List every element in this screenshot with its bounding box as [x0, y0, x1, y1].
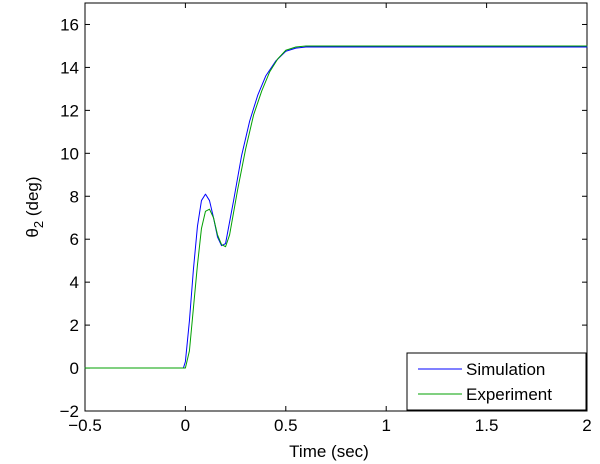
legend-label-experiment: Experiment [466, 385, 552, 404]
x-tick-label: −0.5 [68, 416, 102, 435]
plot-area [84, 2, 588, 412]
x-tick-label: 0.5 [274, 416, 298, 435]
x-axis-title: Time (sec) [289, 442, 369, 461]
y-axis-title-main: θ [23, 228, 42, 237]
series-line-experiment [84, 45, 588, 369]
x-tick-label: 1.5 [475, 416, 499, 435]
y-tick-label: 8 [70, 187, 79, 206]
series-line-simulation [84, 46, 588, 369]
y-axis-title: θ2 (deg) [23, 176, 46, 237]
y-tick-label: 10 [60, 144, 79, 163]
y-tick-label: 4 [70, 273, 79, 292]
y-tick-label: 0 [70, 359, 79, 378]
y-tick-label: −2 [60, 402, 79, 421]
y-tick-label: 16 [60, 15, 79, 34]
y-tick-label: 2 [70, 316, 79, 335]
legend-box [406, 352, 587, 411]
legend: Simulation Experiment [406, 352, 587, 411]
y-tick-label: 14 [60, 58, 79, 77]
x-tick-label: 1 [381, 416, 390, 435]
x-tick-label: 2 [582, 416, 591, 435]
series-group [84, 45, 588, 369]
y-tick-label: 6 [70, 230, 79, 249]
y-axis-title-tail: (deg) [23, 176, 42, 220]
y-tick-label: 12 [60, 101, 79, 120]
x-tick-label: 0 [181, 416, 190, 435]
y-axis-title-subscript: 2 [31, 221, 46, 228]
legend-label-simulation: Simulation [466, 360, 545, 379]
